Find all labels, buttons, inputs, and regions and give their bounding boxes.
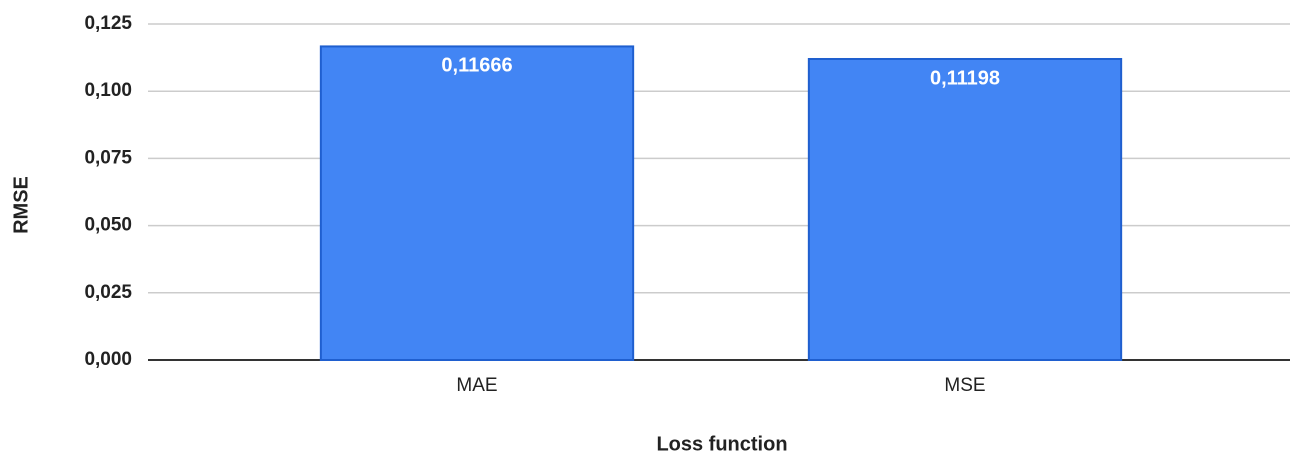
- y-tick-label: 0,000: [84, 349, 132, 370]
- y-tick-label: 0,100: [84, 80, 132, 101]
- y-tick-label: 0,075: [84, 147, 132, 168]
- x-tick-label: MAE: [456, 375, 497, 396]
- y-tick-label: 0,050: [84, 215, 132, 236]
- x-axis-title: Loss function: [656, 433, 787, 455]
- y-tick-label: 0,025: [84, 282, 132, 303]
- y-axis-title: RMSE: [10, 176, 32, 234]
- value-label: 0,11198: [930, 67, 1000, 89]
- bar: [807, 57, 1123, 361]
- bar: [319, 45, 635, 362]
- y-tick-label: 0,125: [84, 13, 132, 34]
- x-tick-label: MSE: [944, 375, 985, 396]
- value-label: 0,11666: [441, 55, 512, 77]
